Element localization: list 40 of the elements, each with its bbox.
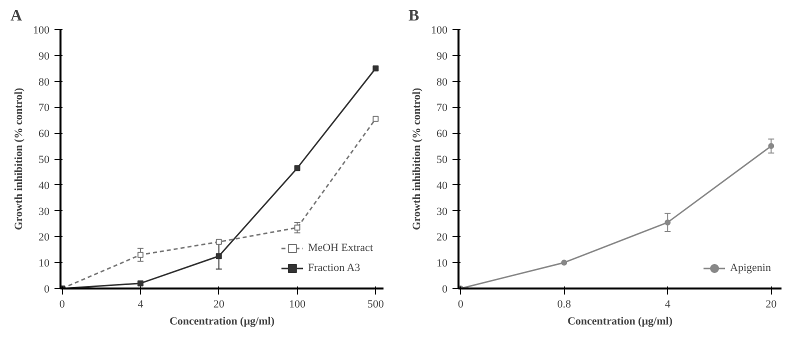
x-tick-label: 20 (213, 298, 225, 310)
y-tick-label: 70 (436, 102, 448, 114)
x-axis-title: Concentration (µg/ml) (567, 316, 673, 328)
y-tick-label: 0 (442, 284, 448, 296)
chart-title: B (408, 8, 420, 24)
y-axis-title: Growth inhibition (% control) (411, 88, 423, 230)
y-tick-label: 60 (38, 128, 50, 140)
y-tick-label: 20 (38, 232, 50, 244)
legend-label: Fraction A3 (308, 262, 360, 274)
y-tick-label: 50 (436, 154, 448, 166)
y-tick-label: 40 (436, 180, 448, 192)
y-tick-label: 10 (38, 258, 50, 270)
x-tick-label: 0.8 (557, 298, 572, 310)
x-tick-label: 0 (458, 298, 464, 310)
y-tick-label: 30 (38, 206, 50, 218)
x-tick-label: 100 (289, 298, 306, 310)
y-tick-label: 60 (436, 128, 448, 140)
x-tick-label: 20 (766, 298, 778, 310)
y-axis-title: Growth inhibition (% control) (13, 88, 25, 230)
y-tick-label: 20 (436, 232, 448, 244)
legend-label: Apigenin (730, 262, 771, 274)
y-tick-label: 40 (38, 180, 50, 192)
y-tick-label: 80 (436, 76, 448, 88)
y-tick-label: 90 (436, 50, 448, 62)
x-tick-label: 4 (138, 298, 144, 310)
y-tick-label: 80 (38, 76, 50, 88)
y-tick-label: 100 (33, 24, 50, 36)
x-tick-label: 0 (59, 298, 66, 310)
y-tick-label: 100 (431, 24, 448, 36)
y-tick-label: 70 (38, 102, 50, 114)
y-tick-label: 50 (38, 154, 50, 166)
x-axis-title: Concentration (µg/ml) (169, 316, 275, 328)
chart-title: A (10, 8, 22, 24)
x-tick-label: 500 (367, 298, 384, 310)
y-tick-label: 90 (38, 50, 50, 62)
y-tick-label: 30 (436, 206, 448, 218)
x-tick-label: 4 (664, 298, 671, 310)
legend-label: MeOH Extract (308, 242, 373, 254)
y-tick-label: 0 (44, 284, 50, 296)
y-tick-label: 10 (436, 258, 448, 270)
